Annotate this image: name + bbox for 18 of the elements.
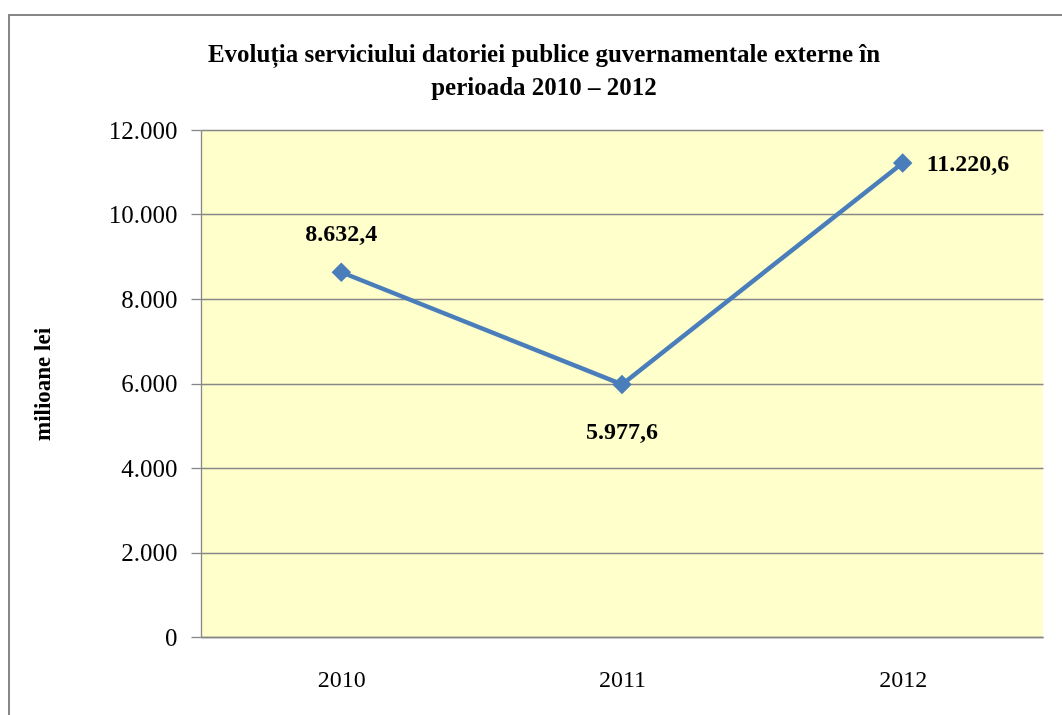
chart-title: Evoluția serviciului datoriei publice guvernamentale externe în perioada 2010 – 2012 (207, 40, 881, 100)
y-tick-label: 0 (165, 623, 178, 651)
point (892, 153, 913, 173)
x-tick-label: 2012 (879, 665, 928, 692)
y-tick-label: 12.000 (108, 116, 178, 144)
y-tick-label: 4.000 (121, 454, 178, 482)
y-tick-label: 10.000 (108, 201, 178, 228)
data-label: 11.220,6 (926, 149, 1010, 176)
y-tick-label: 8.000 (121, 285, 178, 313)
point (331, 262, 352, 283)
y-axis-title: milioane lei (29, 327, 55, 442)
data-label: 8.632,4 (305, 220, 378, 247)
y-tick-label: 6.000 (121, 370, 178, 397)
x-tick-label: 2011 (598, 665, 647, 692)
data-label: 5.977,6 (586, 418, 658, 445)
y-tick-label: 2.000 (121, 539, 178, 566)
x-tick-label: 2010 (317, 665, 366, 692)
point (612, 374, 632, 395)
